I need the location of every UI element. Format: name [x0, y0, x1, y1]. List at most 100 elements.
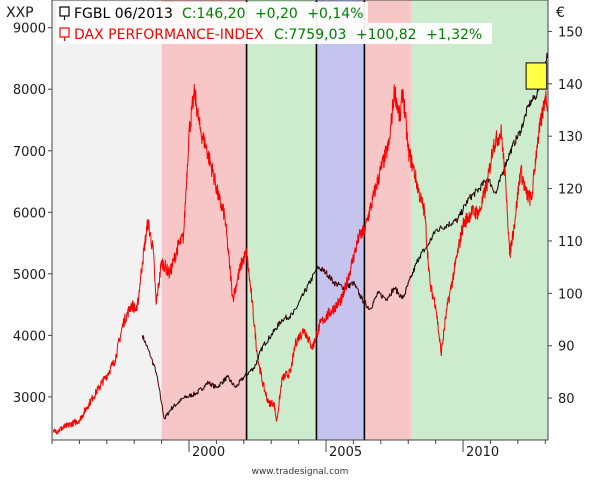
series-fgbl-segment [530, 99, 533, 106]
series-fgbl-segment [247, 371, 250, 375]
series-fgbl-segment [155, 371, 165, 420]
series-fgbl-segment [491, 184, 495, 193]
regime-band-2 [161, 0, 247, 440]
regime-band-4 [316, 0, 365, 440]
series-fgbl-segment [403, 275, 411, 298]
series-fgbl-segment [257, 347, 262, 361]
legend-dax-change: +100,82 [356, 27, 417, 43]
series-fgbl-segment [440, 225, 443, 229]
legend-dax-close: C:7759,03 [274, 27, 346, 43]
series-fgbl-segment [461, 204, 465, 216]
series-fgbl-segment [164, 414, 167, 420]
legend-fgbl-values: C:146,20 +0,20 +0,14% [182, 6, 364, 22]
plot-frame [51, 0, 549, 441]
series-fgbl-segment [182, 395, 186, 399]
legend-dax-values: C:7759,03 +100,82 +1,32% [274, 27, 482, 43]
series-fgbl-segment [474, 188, 477, 197]
series-fgbl-segment [438, 225, 442, 232]
left-axis-ticks: 3000 4000 5000 6000 7000 8000 9000 [13, 22, 52, 406]
series-fgbl-segment [295, 293, 303, 310]
series-fgbl-segment [311, 273, 314, 282]
series-fgbl-segment [506, 152, 510, 162]
series-fgbl-segment [480, 183, 482, 191]
series-fgbl-segment [511, 142, 514, 147]
series-fgbl-segment [309, 280, 311, 284]
legend: FGBL 06/2013 C:146,20 +0,20 +0,14% DAX P… [56, 2, 492, 44]
series-fgbl-segment [505, 159, 508, 167]
series-fgbl-segment [154, 364, 157, 373]
series-fgbl-segment [264, 335, 270, 346]
series-fgbl-segment [242, 372, 247, 380]
series-fgbl-segment [282, 317, 285, 322]
series-fgbl-segment [144, 340, 147, 347]
right-axis-unit: € [556, 5, 565, 21]
series-fgbl-segment [522, 113, 526, 128]
series-fgbl-segment [248, 368, 252, 373]
series-fgbl-segment [370, 307, 372, 310]
series-fgbl-segment [269, 333, 273, 340]
tradesignal-credit: www.tradesignal.com [252, 467, 349, 477]
regime-band-1 [52, 0, 162, 440]
series-fgbl-segment [436, 228, 439, 232]
series-fgbl-segment [470, 194, 473, 200]
series-fgbl-segment [448, 221, 451, 226]
series-fgbl-segment [419, 251, 422, 259]
series-fgbl-segment [203, 385, 205, 390]
series-fgbl-segment [167, 410, 171, 416]
legend-dax-change-pct: +1,32% [426, 27, 482, 43]
series-fgbl-segment [368, 307, 371, 311]
left-tick-label: 5000 [13, 268, 46, 283]
legend-row-fgbl-bg [56, 2, 368, 23]
series-fgbl-segment [338, 281, 340, 286]
series-fgbl-segment [423, 249, 426, 253]
series-fgbl [141, 51, 549, 420]
series-fgbl-segment [286, 317, 289, 320]
series-fgbl-segment [305, 284, 308, 292]
regime-band-5 [364, 0, 411, 440]
series-fgbl-segment [268, 335, 271, 340]
legend-fgbl-close: C:146,20 [182, 6, 245, 22]
series-fgbl-segment [146, 344, 151, 357]
series-fgbl-segment [292, 308, 297, 316]
left-axis-unit: XXP [6, 5, 34, 21]
series-fgbl-segment [399, 294, 402, 298]
regime-backgrounds [52, 0, 548, 440]
series-fgbl-segment [171, 403, 175, 410]
series-fgbl-segment [217, 384, 220, 389]
series-fgbl-segment [232, 382, 235, 388]
right-tick-label: 120 [558, 183, 583, 198]
right-tick-label: 90 [558, 340, 575, 355]
right-tick-label: 100 [558, 287, 583, 302]
series-fgbl-segment [181, 397, 183, 400]
regime-band-3 [246, 0, 317, 440]
series-fgbl-segment [442, 228, 445, 230]
series-fgbl-segment [413, 262, 417, 272]
legend-fgbl-change-pct: +0,14% [307, 6, 363, 22]
legend-row-dax-bg [56, 23, 492, 44]
series-fgbl-segment [489, 178, 491, 187]
left-tick-label: 8000 [13, 83, 46, 98]
left-tick-label: 9000 [13, 22, 46, 37]
series-fgbl-segment [417, 256, 420, 263]
x-tick-label: 2005 [329, 445, 362, 460]
series-fgbl-segment [456, 213, 460, 224]
right-tick-label: 80 [558, 392, 575, 407]
series-fgbl-segment [386, 296, 389, 301]
series-fgbl-segment [382, 294, 385, 298]
series-fgbl-segment [437, 230, 439, 233]
x-tick-label: 2000 [192, 445, 225, 460]
series-fgbl-segment [230, 379, 233, 385]
series-fgbl-segment [355, 285, 358, 289]
series-fgbl-segment [323, 268, 326, 275]
right-tick-label: 140 [558, 78, 583, 93]
series-fgbl-segment [495, 179, 500, 194]
series-fgbl-segment [197, 387, 201, 395]
series-fgbl-segment [434, 228, 438, 234]
regime-dividers [245, 0, 366, 440]
series-fgbl-segment [475, 188, 479, 193]
legend-dax-label: DAX PERFORMANCE-INDEX [74, 27, 264, 43]
series-fgbl-segment [514, 143, 516, 147]
legend-fgbl-change: +0,20 [255, 6, 298, 22]
series-fgbl-segment [313, 271, 315, 274]
series-fgbl-segment [253, 364, 256, 369]
